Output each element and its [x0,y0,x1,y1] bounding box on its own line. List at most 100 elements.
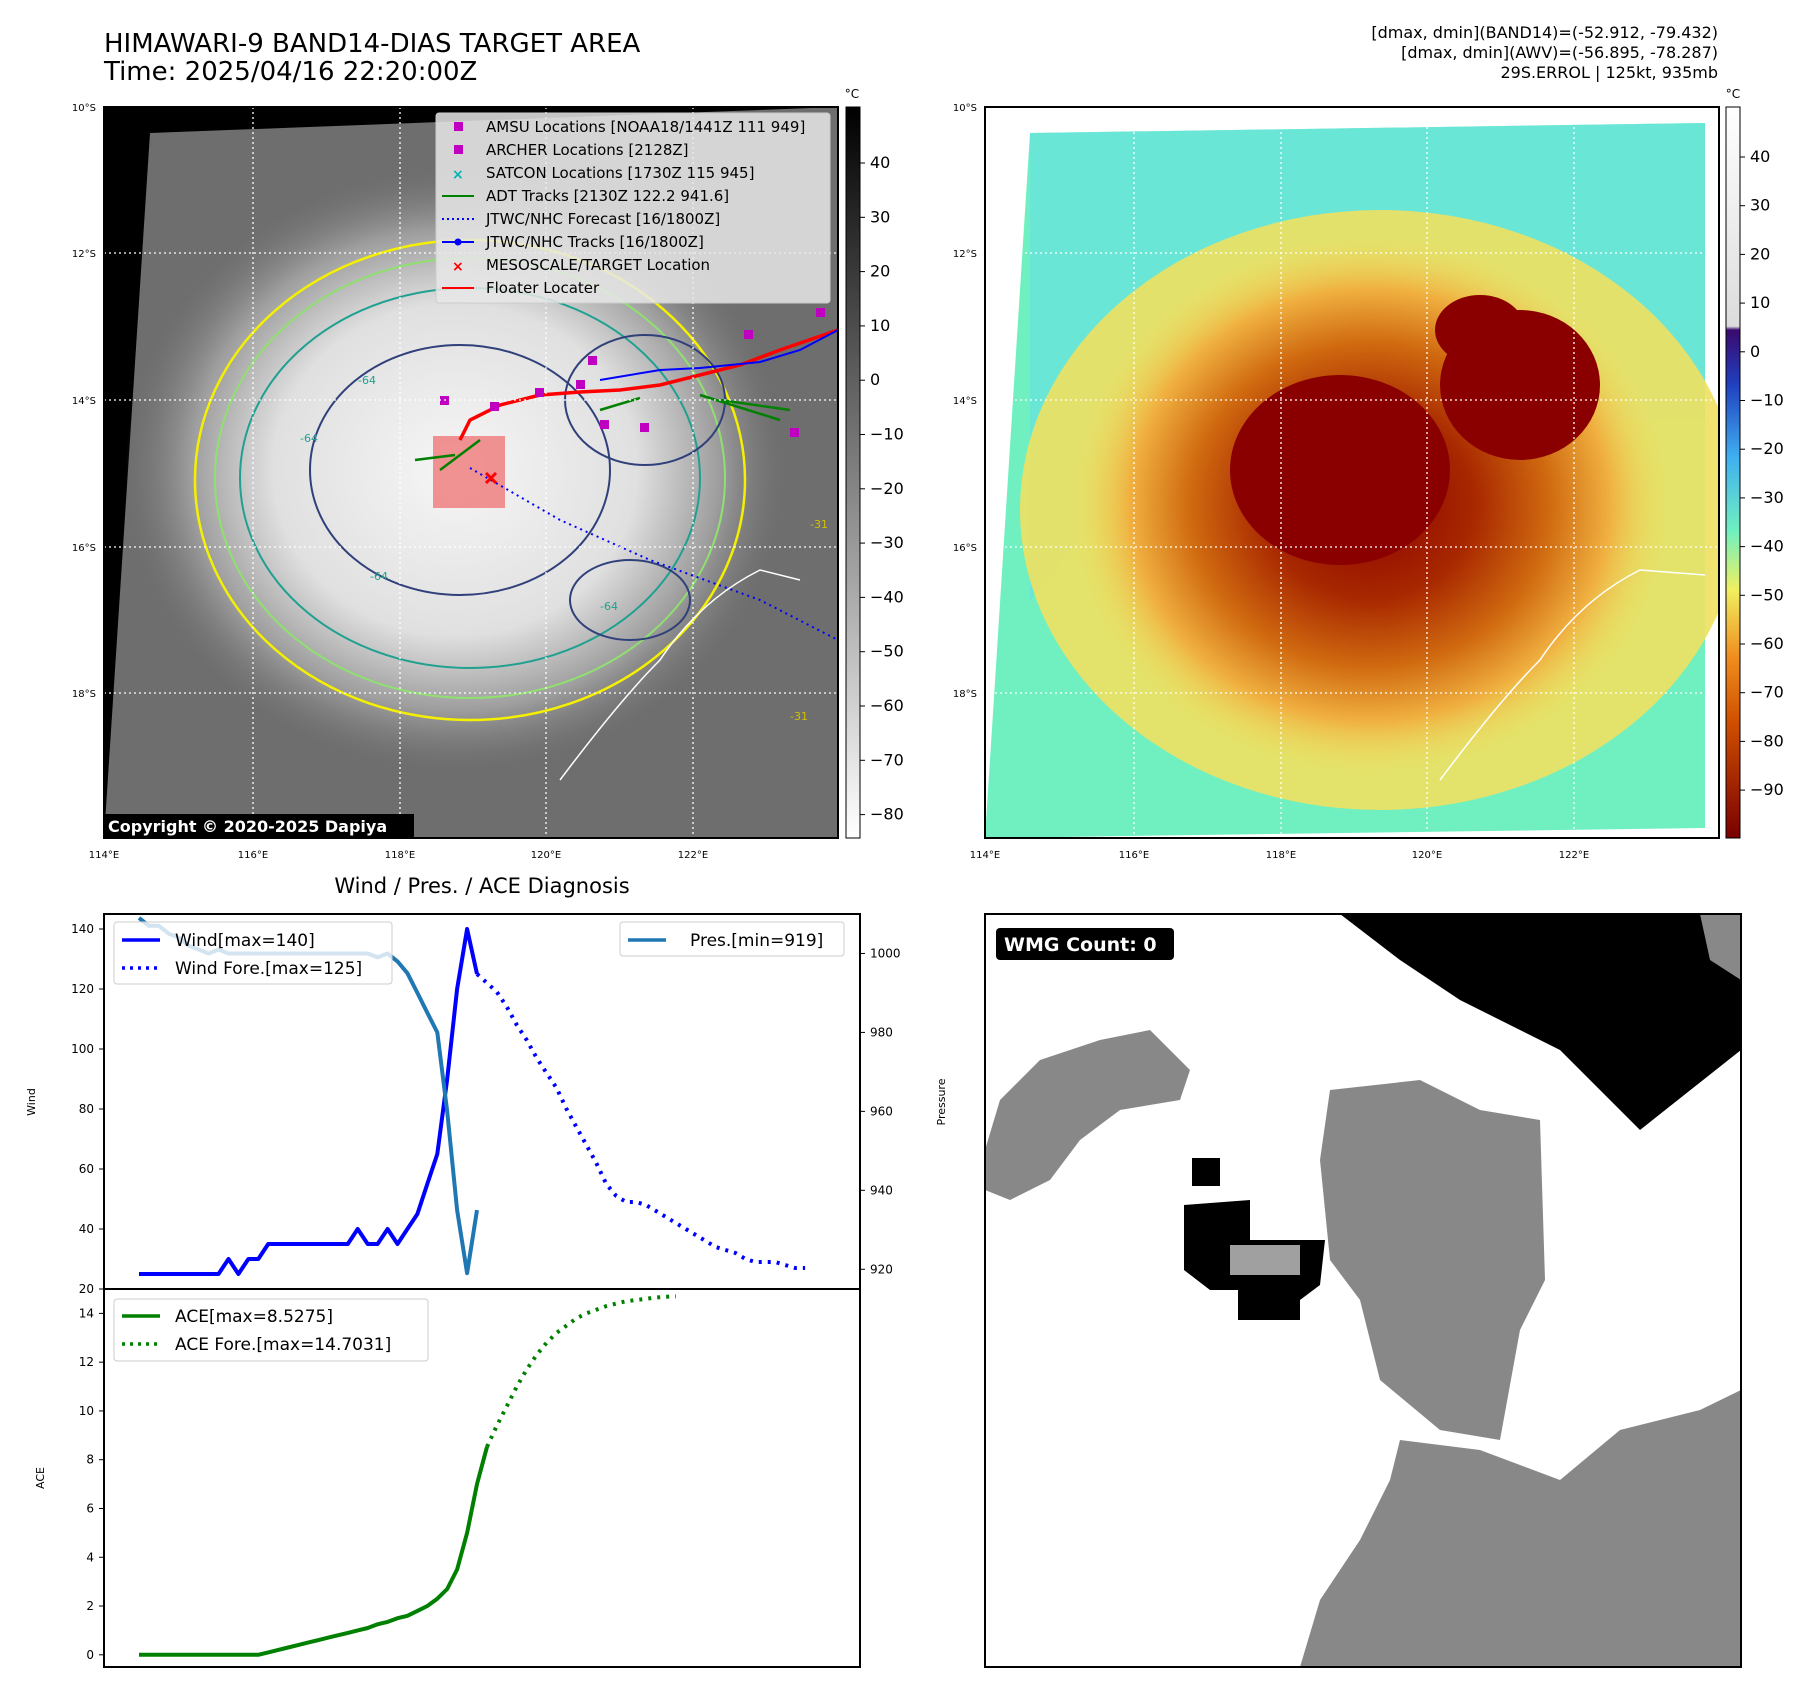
colorbar-tick-label: −30 [870,533,904,552]
wmg-panel: WMG Count: 0 [984,913,1742,1668]
axis-tick-label: 6 [86,1501,94,1515]
coastline [559,569,801,781]
colorbar-tick-label: 0 [1750,342,1760,361]
axis-tick-label: 12 [79,1355,94,1369]
axis-tick-label: 1000 [870,946,901,960]
axis-tick-label: 920 [870,1262,893,1276]
ace-series [139,1294,676,1657]
colorbar-tick-label: 10 [870,316,890,335]
awv-colorbar-ticks: 40 30 20 10 0 −10 −20 −30 −40 −50 −60 −70 −80 −90 [1740,147,1784,799]
axis-tick-label: 120 [71,982,94,996]
legend-marker-target: × [452,259,464,275]
colorbar-tick-label: −70 [1750,683,1784,702]
figure-time: Time: 2025/04/16 22:20:00Z [103,57,477,87]
info-band14: [dmax, dmin](BAND14)=(-52.912, -79.432) [1371,23,1718,42]
lon-label: 122°E [1559,850,1589,861]
axis-tick-label: 14 [79,1306,94,1320]
lat-label: 14°S [953,396,977,407]
colorbar-tick-label: −30 [1750,488,1784,507]
awv-colorbar-unit: °C [1726,87,1740,101]
ace-line [139,1446,489,1657]
colorbar-tick-label: 20 [1750,244,1770,263]
lon-label: 114°E [970,850,1000,861]
lat-label: 16°S [953,543,977,554]
wind-ylabel: Wind [25,1088,38,1116]
legend-label: MESOSCALE/TARGET Location [486,256,710,274]
wmg-grey-region-center [1320,1080,1545,1440]
lat-label: 16°S [72,543,96,554]
ir-colorbar-unit: °C [845,87,859,101]
awv-map-gridlines [985,107,1719,838]
awv-colorbar [1725,106,1741,839]
ir-colorbar-ticks: 40 30 20 10 0 −10 −20 −30 −40 −50 −60 −70 −80 [860,153,904,824]
colorbar-tick-label: −60 [1750,634,1784,653]
legend-marker-archer [454,145,463,154]
lat-label: 10°S [72,103,96,114]
colorbar-tick-label: −50 [870,642,904,661]
map-legend-box [435,112,831,304]
contour-label: -64 [358,374,376,387]
lat-label: 12°S [72,249,96,260]
colorbar-tick-label: −80 [870,805,904,824]
awv-cell-ne [1435,295,1525,365]
wind-yticks: 20 40 60 80 100 120 140 [71,922,104,1296]
wmg-grey-region-south [1300,1390,1741,1667]
lon-label: 120°E [1412,850,1442,861]
axis-tick-label: 8 [86,1453,94,1467]
legend-marker-amsu [454,122,463,131]
legend-label: Floater Locater [486,279,600,297]
awv-map-frame [984,106,1720,839]
axis-tick-label: 100 [71,1042,94,1056]
colorbar-tick-label: −90 [1750,780,1784,799]
legend-label: JTWC/NHC Tracks [16/1800Z] [485,233,704,251]
wmg-grey-corner [1700,914,1741,980]
axis-tick-label: 60 [79,1162,94,1176]
copyright-box [104,814,414,838]
copyright-text: Copyright © 2020-2025 Dapiya [108,817,387,836]
colorbar-tick-label: −20 [1750,439,1784,458]
axis-tick-label: 960 [870,1104,893,1118]
wmg-black-cell [1192,1158,1220,1186]
wmg-grey-core [1230,1245,1300,1275]
map-legend: AMSU Locations [NOAA18/1441Z 111 949] AR… [435,112,831,304]
pres-legend [619,921,845,957]
axis-tick-label: 940 [870,1183,893,1197]
lat-label: 14°S [72,396,96,407]
lat-label: 18°S [953,689,977,700]
wind-legend [113,921,393,985]
axis-tick-label: 40 [79,1222,94,1236]
legend-label: JTWC/NHC Forecast [16/1800Z] [485,210,720,228]
colorbar-tick-label: 40 [870,153,890,172]
axis-tick-label: 140 [71,922,94,936]
adt-tracks [414,393,791,471]
wmg-grey-region-west [985,1030,1190,1200]
pres-yticks: 920 940 960 980 1000 [860,946,901,1276]
wmg-count-label: WMG Count: 0 [1004,934,1157,956]
axis-tick-label: 4 [86,1550,94,1564]
ir-map-frame [103,106,839,839]
legend-wind-fore: Wind Fore.[max=125] [175,959,362,979]
wmg-count-badge [996,928,1174,960]
contour-label: -64 [600,600,618,613]
colorbar-tick-label: −50 [1750,585,1784,604]
wind-line [139,927,479,1276]
legend-marker-satcon: × [452,167,464,183]
lon-label: 116°E [1119,850,1149,861]
legend-wind: Wind[max=140] [175,931,315,951]
colorbar-tick-label: −20 [870,479,904,498]
ir-map-panel: -64 -64 -64 -64 -31 -31 [72,87,904,861]
lat-label: 12°S [953,249,977,260]
amsu-archer-markers [440,308,825,437]
colorbar-tick-label: 0 [870,370,880,389]
lon-label: 118°E [385,850,415,861]
diagnosis-title: Wind / Pres. / ACE Diagnosis [334,874,629,898]
diagnosis-panel: Wind / Pres. / ACE Diagnosis 20406080100… [25,874,948,1668]
awv-map-panel: 10°S 12°S 14°S 16°S 18°S 114°E 116°E 118… [953,87,1784,861]
wmg-black-region-ne [1340,914,1741,1130]
lat-label: 10°S [953,103,977,114]
colorbar-tick-label: −10 [870,425,904,444]
legend-marker-jtwc-dot [454,238,462,246]
legend-pres: Pres.[min=919] [690,931,823,951]
legend-label: ADT Tracks [2130Z 122.2 941.6] [486,187,729,205]
